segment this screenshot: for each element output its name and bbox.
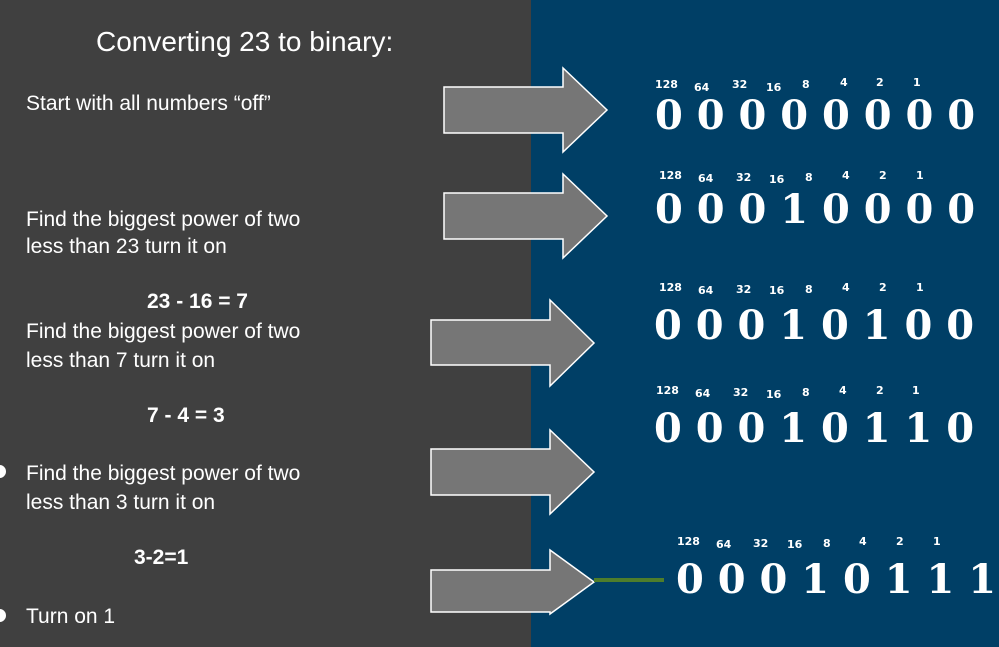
place-value-label: 128	[659, 281, 682, 294]
place-value-label: 64	[716, 538, 732, 551]
place-value-label: 128	[656, 384, 679, 397]
binary-row: 0 0 0 1 0 1 1 1	[676, 556, 997, 603]
place-value-label: 8	[823, 537, 831, 550]
place-value-label: 2	[879, 281, 887, 294]
step-find-power-23-line2: less than 23 turn it on	[26, 235, 227, 258]
equation-23-minus-16: 23 - 16 = 7	[147, 290, 248, 313]
place-value-label: 2	[896, 535, 904, 548]
place-value-label: 8	[805, 171, 813, 184]
place-value-label: 64	[698, 172, 714, 185]
right-arrow-icon	[430, 548, 596, 616]
step-find-power-3-line1: Find the biggest power of two	[26, 462, 301, 485]
binary-row: 0 0 0 1 0 1 1 0	[654, 405, 975, 452]
place-value-label: 32	[736, 171, 752, 184]
binary-row: 0 0 0 1 0 0 0 0	[655, 186, 976, 233]
place-value-label: 128	[677, 535, 700, 548]
step-turn-on-1: Turn on 1	[26, 605, 116, 628]
place-value-label: 16	[769, 173, 785, 186]
step-start-all-off: Start with all numbers “off”	[26, 92, 271, 115]
right-arrow-icon	[430, 428, 596, 516]
place-value-label: 2	[876, 384, 884, 397]
place-value-label: 1	[933, 535, 941, 548]
place-value-label: 32	[736, 283, 752, 296]
right-panel	[531, 0, 999, 647]
right-arrow-icon	[430, 298, 596, 388]
place-value-label: 1	[916, 281, 924, 294]
place-value-label: 64	[694, 81, 710, 94]
place-value-label: 64	[695, 387, 711, 400]
place-value-label: 8	[802, 78, 810, 91]
binary-row: 0 0 0 0 0 0 0 0	[655, 92, 976, 139]
place-value-label: 4	[842, 169, 850, 182]
place-value-label: 4	[839, 384, 847, 397]
place-value-label: 64	[698, 284, 714, 297]
place-value-label: 16	[787, 538, 803, 551]
place-value-label: 4	[859, 535, 867, 548]
place-value-label: 16	[766, 81, 782, 94]
step-find-power-7-line1: Find the biggest power of two	[26, 320, 301, 343]
place-value-label: 8	[802, 386, 810, 399]
place-value-label: 16	[766, 388, 782, 401]
right-arrow-icon	[443, 66, 609, 154]
step-find-power-7-line2: less than 7 turn it on	[26, 349, 216, 372]
equation-7-minus-4: 7 - 4 = 3	[147, 404, 225, 427]
place-value-label: 16	[769, 284, 785, 297]
slide-title: Converting 23 to binary:	[96, 26, 394, 57]
place-value-label: 32	[753, 537, 769, 550]
place-value-label: 1	[913, 76, 921, 89]
place-value-label: 128	[659, 169, 682, 182]
place-value-label: 2	[879, 169, 887, 182]
place-value-label: 4	[842, 281, 850, 294]
step-find-power-3-line2: less than 3 turn it on	[26, 491, 216, 514]
place-value-label: 1	[912, 384, 920, 397]
place-value-label: 32	[733, 386, 749, 399]
bullet-icon	[0, 609, 6, 622]
place-value-label: 1	[916, 169, 924, 182]
place-value-label: 8	[805, 283, 813, 296]
equation-3-minus-2: 3-2=1	[134, 546, 189, 569]
connector-line	[594, 578, 664, 582]
place-value-label: 2	[876, 76, 884, 89]
binary-row: 0 0 0 1 0 1 0 0	[654, 302, 975, 349]
bullet-icon	[0, 465, 6, 478]
place-value-label: 128	[655, 78, 678, 91]
right-arrow-icon	[443, 172, 609, 260]
place-value-label: 4	[840, 76, 848, 89]
place-value-label: 32	[732, 78, 748, 91]
step-find-power-23-line1: Find the biggest power of two	[26, 208, 301, 231]
